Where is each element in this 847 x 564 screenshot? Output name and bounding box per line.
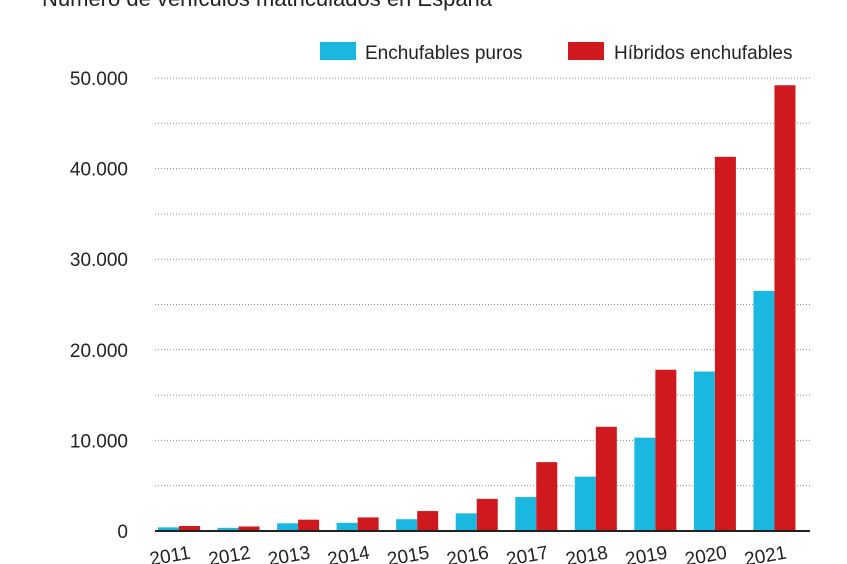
y-tick-label: 20.000 <box>70 341 128 362</box>
bar-hibridos-enchufables-2017 <box>536 462 558 531</box>
bar-hibridos-enchufables-2019 <box>655 369 677 531</box>
y-tick-label: 30.000 <box>70 250 128 271</box>
bar-enchufables-puros-2011 <box>158 527 179 531</box>
y-tick-label: 50.000 <box>70 69 128 90</box>
bar-enchufables-puros-2016 <box>455 513 477 531</box>
bar-enchufables-puros-2020 <box>693 371 715 531</box>
legend-swatch <box>320 42 356 60</box>
bar-hibridos-enchufables-2015 <box>417 511 439 531</box>
bar-enchufables-puros-2021 <box>753 290 775 531</box>
legend-label: Híbridos enchufables <box>614 43 793 64</box>
chart-title: Número de vehículos matriculados en Espa… <box>42 0 493 11</box>
legend: Enchufables puros Híbridos enchufables <box>320 42 793 64</box>
bar-enchufables-puros-2015 <box>396 519 418 531</box>
bar-hibridos-enchufables-2013 <box>298 519 320 531</box>
bar-hibridos-enchufables-2016 <box>476 498 498 531</box>
y-axis: 0 10.000 20.000 30.000 40.000 50.000 <box>70 69 128 543</box>
grid <box>155 77 810 487</box>
x-tick-label: 2011 <box>148 543 192 564</box>
bar-enchufables-puros-2014 <box>336 522 358 531</box>
bar-enchufables-puros-2017 <box>515 497 537 531</box>
bar-hibridos-enchufables-2018 <box>595 426 617 531</box>
x-tick-label: 2014 <box>326 542 372 564</box>
bar-enchufables-puros-2013 <box>277 523 299 531</box>
bar-hibridos-enchufables-2012 <box>238 526 260 531</box>
x-tick-label: 2013 <box>266 543 311 564</box>
x-tick-label: 2016 <box>445 543 490 564</box>
bar-enchufables-puros-2019 <box>634 437 656 531</box>
bar-hibridos-enchufables-2021 <box>774 85 796 532</box>
bars <box>158 85 796 532</box>
x-tick-label: 2020 <box>683 543 728 564</box>
bar-enchufables-puros-2012 <box>217 527 239 531</box>
legend-swatch <box>568 42 604 60</box>
y-tick-label: 40.000 <box>70 160 128 181</box>
x-tick-label: 2012 <box>207 543 252 564</box>
x-tick-label: 2019 <box>624 543 669 564</box>
y-tick-label: 10.000 <box>70 431 128 452</box>
x-axis: 2011 2012 2013 2014 2015 2016 2017 2018 2019 2020… <box>148 542 788 564</box>
bar-hibridos-enchufables-2011 <box>179 526 200 531</box>
y-tick-label: 0 <box>117 522 128 543</box>
x-tick-label: 2017 <box>505 543 550 564</box>
x-tick-label: 2015 <box>386 543 431 564</box>
bar-hibridos-enchufables-2014 <box>357 517 379 531</box>
bar-hibridos-enchufables-2020 <box>714 156 736 531</box>
x-tick-label: 2018 <box>564 543 609 564</box>
legend-label: Enchufables puros <box>365 43 522 64</box>
x-tick-label: 2021 <box>743 543 788 564</box>
bar-enchufables-puros-2018 <box>574 476 596 531</box>
